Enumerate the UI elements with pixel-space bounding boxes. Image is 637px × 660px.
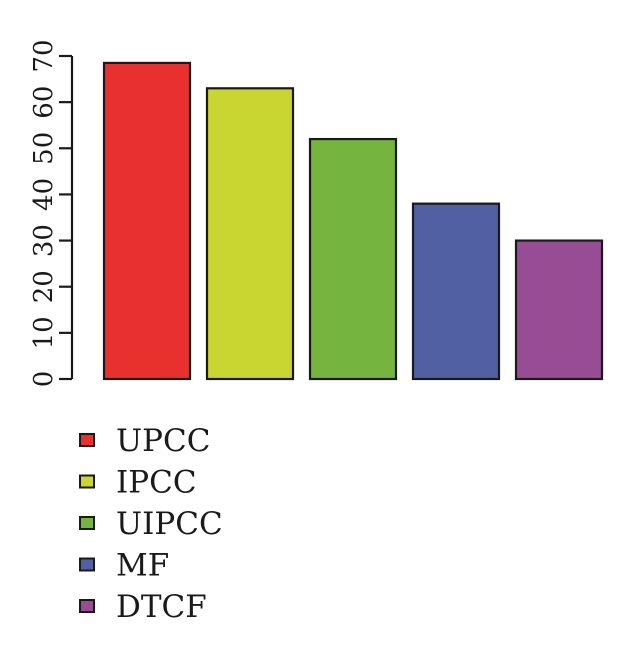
bar-ipcc [205, 87, 295, 381]
legend-swatch-upcc [79, 433, 95, 447]
legend: UPCC IPCC UIPCC MF DTCF [79, 423, 223, 625]
y-tick-label: 50 [29, 132, 59, 165]
bar-upcc [102, 61, 192, 381]
y-tick-label: 70 [29, 39, 59, 72]
bars-group [102, 61, 604, 381]
legend-label-mf: MF [116, 548, 169, 584]
y-tick-label: 0 [29, 371, 59, 388]
legend-swatch-dtcf [79, 599, 95, 613]
legend-swatch-ipcc [79, 474, 95, 489]
legend-label-dtcf: DTCF [116, 589, 207, 625]
legend-label-upcc: UPCC [116, 423, 210, 459]
y-axis: 0 10 20 30 40 50 60 70 [29, 39, 74, 388]
y-tick-label: 20 [29, 270, 59, 303]
bar-mf [411, 202, 501, 381]
y-tick-label: 10 [29, 316, 59, 349]
legend-swatch-uipcc [79, 516, 95, 530]
y-tick-label: 40 [29, 178, 59, 211]
bar-dtcf [514, 239, 604, 381]
bar-uipcc [308, 137, 398, 381]
legend-label-ipcc: IPCC [116, 465, 197, 501]
y-tick-label: 30 [29, 224, 59, 257]
legend-swatch-mf [79, 557, 95, 572]
legend-label-uipcc: UIPCC [116, 506, 223, 542]
y-tick-label: 60 [29, 86, 59, 119]
